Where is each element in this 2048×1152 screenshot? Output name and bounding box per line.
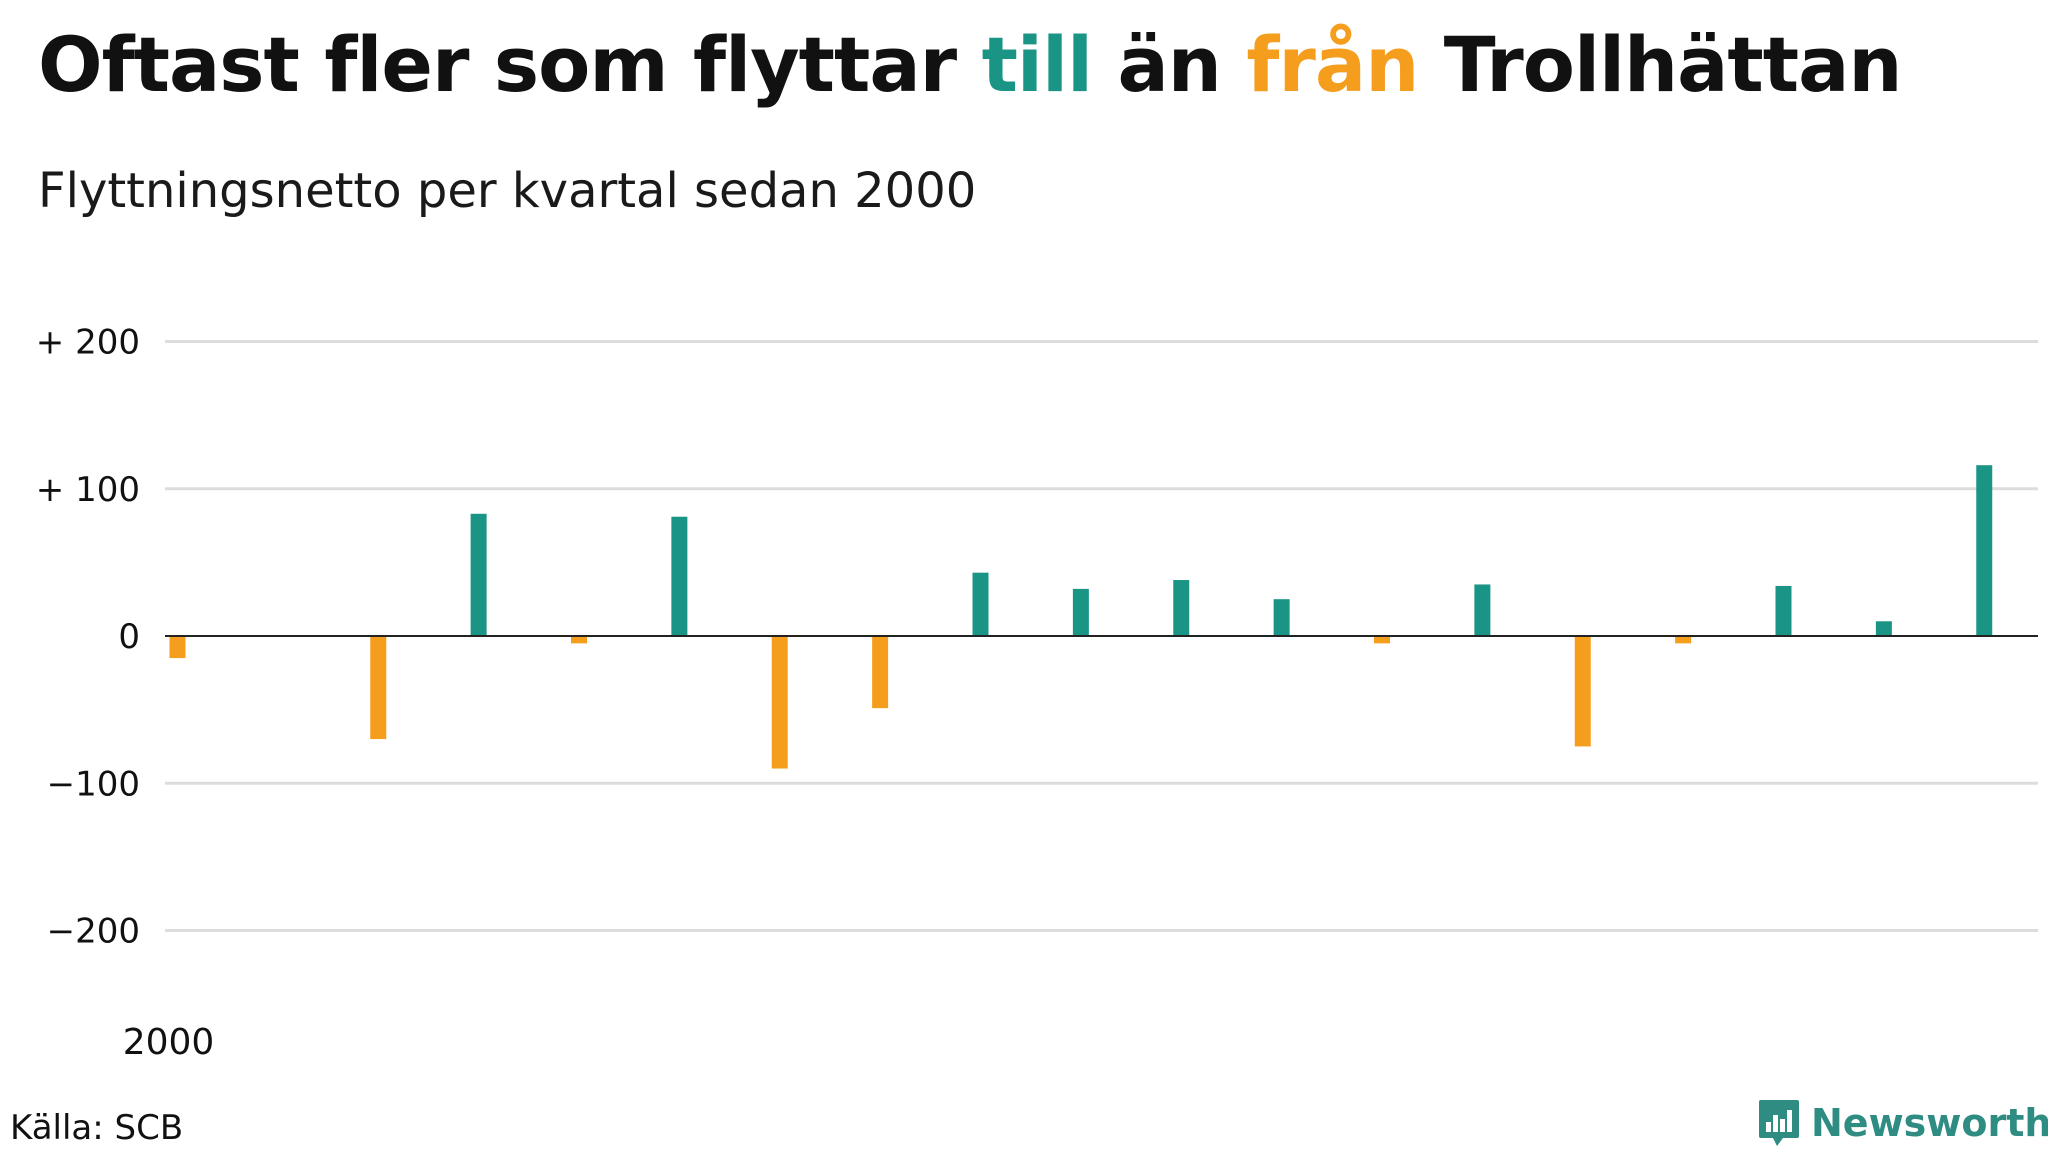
bar [571, 636, 587, 644]
bar [1574, 636, 1591, 747]
bar [972, 572, 989, 636]
y-tick-label: + 200 [36, 323, 140, 363]
title-highlight-till: till [981, 20, 1093, 109]
y-tick-label: −200 [47, 912, 140, 952]
title-part-3: Trollhättan [1418, 20, 1903, 109]
bar [370, 636, 387, 740]
bar [1875, 621, 1892, 636]
source-note: Källa: SCB [10, 1108, 184, 1148]
chart-subtitle: Flyttningsnetto per kvartal sedan 2000 [38, 163, 977, 219]
bar [771, 636, 788, 769]
title-part-1: Oftast fler som flyttar [38, 20, 982, 109]
brand-logo[interactable]: Newsworthy [1757, 1098, 2048, 1148]
y-tick-label: 0 [118, 617, 140, 657]
newsworthy-logo-icon [1759, 1100, 1799, 1146]
brand-name: Newsworthy [1811, 1101, 2048, 1145]
title-highlight-fran: från [1246, 20, 1419, 109]
bar [1273, 599, 1290, 636]
bar [1775, 585, 1792, 636]
title-part-2: än [1092, 20, 1247, 109]
chart-title: Oftast fler som flyttar till än från Tro… [38, 20, 1903, 109]
bar [1474, 584, 1491, 636]
bar [1976, 465, 1993, 636]
bar [1072, 588, 1089, 636]
x-tick-label: 2000 [123, 1022, 215, 1063]
bar [1173, 580, 1190, 636]
y-tick-label: −100 [47, 764, 140, 804]
bar [1675, 636, 1692, 644]
bar [671, 516, 688, 636]
bar [872, 636, 889, 709]
bar [169, 636, 186, 659]
bar [470, 513, 487, 636]
bar [1374, 636, 1390, 644]
y-tick-label: + 100 [36, 470, 140, 510]
